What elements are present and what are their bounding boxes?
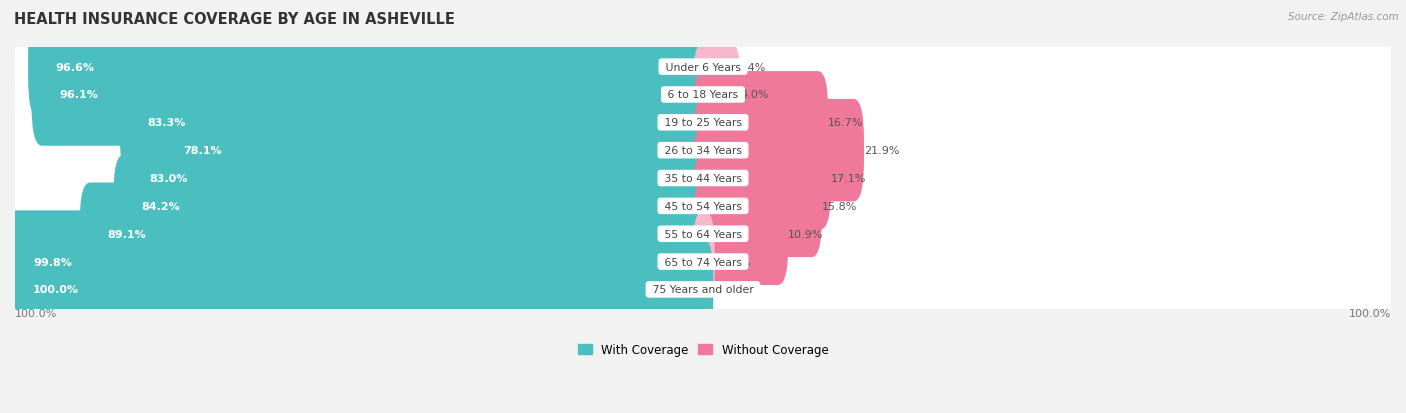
FancyBboxPatch shape: [155, 100, 713, 202]
FancyBboxPatch shape: [0, 43, 1406, 203]
Text: 100.0%: 100.0%: [15, 309, 58, 318]
Text: 3.4%: 3.4%: [737, 62, 765, 72]
Text: 45 to 54 Years: 45 to 54 Years: [661, 202, 745, 211]
Text: 100.0%: 100.0%: [1348, 309, 1391, 318]
Text: 99.8%: 99.8%: [34, 257, 73, 267]
Text: 4.0%: 4.0%: [741, 90, 769, 100]
Text: 96.1%: 96.1%: [59, 90, 98, 100]
Text: 6 to 18 Years: 6 to 18 Years: [664, 90, 742, 100]
FancyBboxPatch shape: [693, 72, 828, 174]
Text: 21.9%: 21.9%: [865, 146, 900, 156]
FancyBboxPatch shape: [0, 154, 1406, 314]
FancyBboxPatch shape: [28, 17, 713, 119]
Text: 16.7%: 16.7%: [828, 118, 863, 128]
FancyBboxPatch shape: [114, 155, 713, 257]
FancyBboxPatch shape: [80, 183, 713, 285]
Text: 65 to 74 Years: 65 to 74 Years: [661, 257, 745, 267]
FancyBboxPatch shape: [693, 17, 737, 119]
Text: Under 6 Years: Under 6 Years: [662, 62, 744, 72]
Text: 19 to 25 Years: 19 to 25 Years: [661, 118, 745, 128]
Text: 15.8%: 15.8%: [823, 202, 858, 211]
Text: 17.1%: 17.1%: [831, 173, 866, 184]
Text: 35 to 44 Years: 35 to 44 Years: [661, 173, 745, 184]
FancyBboxPatch shape: [0, 126, 1406, 286]
FancyBboxPatch shape: [693, 183, 789, 285]
Text: 78.1%: 78.1%: [183, 146, 222, 156]
FancyBboxPatch shape: [0, 182, 1406, 342]
Text: 83.3%: 83.3%: [148, 118, 186, 128]
FancyBboxPatch shape: [693, 128, 831, 230]
FancyBboxPatch shape: [0, 99, 1406, 259]
FancyBboxPatch shape: [0, 210, 1406, 370]
Text: 26 to 34 Years: 26 to 34 Years: [661, 146, 745, 156]
FancyBboxPatch shape: [4, 239, 713, 341]
FancyBboxPatch shape: [0, 0, 1406, 147]
Text: 0.0%: 0.0%: [713, 285, 741, 295]
FancyBboxPatch shape: [122, 128, 713, 230]
Text: 96.6%: 96.6%: [56, 62, 94, 72]
FancyBboxPatch shape: [0, 71, 1406, 231]
FancyBboxPatch shape: [6, 211, 713, 313]
FancyBboxPatch shape: [31, 44, 713, 146]
FancyBboxPatch shape: [693, 100, 865, 202]
Text: 75 Years and older: 75 Years and older: [650, 285, 756, 295]
FancyBboxPatch shape: [693, 211, 714, 313]
Text: 100.0%: 100.0%: [32, 285, 79, 295]
Text: 83.0%: 83.0%: [149, 173, 187, 184]
Text: 0.22%: 0.22%: [714, 257, 751, 267]
Text: 10.9%: 10.9%: [789, 229, 824, 239]
Text: 55 to 64 Years: 55 to 64 Years: [661, 229, 745, 239]
Text: 84.2%: 84.2%: [141, 202, 180, 211]
FancyBboxPatch shape: [0, 15, 1406, 175]
Text: 89.1%: 89.1%: [107, 229, 146, 239]
Text: Source: ZipAtlas.com: Source: ZipAtlas.com: [1288, 12, 1399, 22]
FancyBboxPatch shape: [693, 44, 741, 146]
Text: HEALTH INSURANCE COVERAGE BY AGE IN ASHEVILLE: HEALTH INSURANCE COVERAGE BY AGE IN ASHE…: [14, 12, 456, 27]
FancyBboxPatch shape: [693, 155, 823, 257]
FancyBboxPatch shape: [120, 72, 713, 174]
Legend: With Coverage, Without Coverage: With Coverage, Without Coverage: [572, 338, 834, 361]
